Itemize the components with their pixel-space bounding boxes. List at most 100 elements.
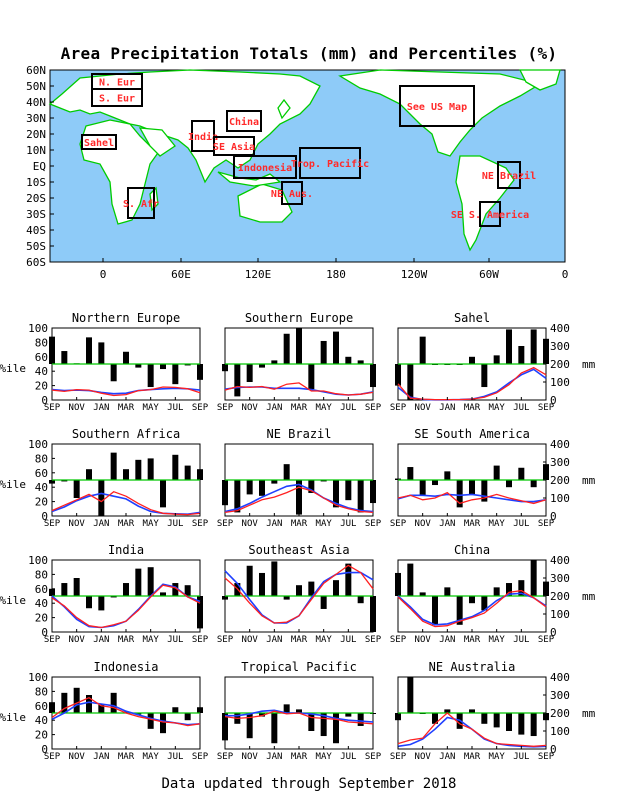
month-label: NOV bbox=[242, 519, 259, 529]
lat-label: EQ bbox=[33, 160, 46, 173]
region-box bbox=[81, 134, 117, 150]
percentile-bar bbox=[530, 329, 537, 364]
region-label: Indonesia bbox=[238, 162, 292, 174]
percentile-bar bbox=[73, 687, 80, 713]
percentile-bar bbox=[407, 563, 414, 596]
percentile-bar bbox=[49, 702, 55, 713]
percentile-bar bbox=[407, 364, 414, 400]
percentile-bar bbox=[469, 356, 475, 364]
month-label: JAN bbox=[266, 519, 282, 529]
pct-tick-label: 40 bbox=[35, 365, 48, 378]
pct-tick-label: 100 bbox=[28, 671, 48, 684]
panel-title: India bbox=[108, 543, 144, 557]
mm-tick-label: 200 bbox=[550, 474, 570, 487]
pct-tick-label: 0 bbox=[41, 394, 48, 407]
percentile-bar bbox=[530, 560, 537, 596]
observed-line bbox=[224, 382, 374, 396]
region-box bbox=[233, 155, 297, 179]
lat-label: 40S bbox=[26, 224, 46, 237]
month-label: MAR bbox=[464, 635, 481, 645]
percentile-bar bbox=[506, 713, 512, 731]
percentile-bar bbox=[49, 336, 55, 364]
percentile-bar bbox=[518, 580, 525, 596]
mm-tick-label: 100 bbox=[550, 608, 570, 621]
panel-title: China bbox=[454, 543, 490, 557]
percentile-bar bbox=[61, 480, 68, 482]
month-label: MAR bbox=[291, 403, 308, 413]
percentile-bar bbox=[469, 709, 475, 713]
month-label: JUL bbox=[167, 403, 183, 413]
month-label: MAR bbox=[464, 519, 481, 529]
month-label: MAY bbox=[143, 403, 160, 413]
lat-label: 20N bbox=[26, 128, 46, 141]
month-label: JUL bbox=[513, 519, 529, 529]
percentile-bar bbox=[543, 713, 549, 721]
percentile-bar bbox=[123, 469, 129, 480]
land-arabia bbox=[138, 127, 176, 157]
lat-label: 30S bbox=[26, 208, 46, 221]
region-label: NE Aus. bbox=[271, 189, 313, 200]
percentile-bar bbox=[246, 480, 253, 495]
lon-label: 120E bbox=[245, 268, 272, 281]
percentile-bar bbox=[345, 480, 352, 501]
region-label: SE Asia bbox=[213, 141, 255, 153]
month-label: MAY bbox=[316, 403, 333, 413]
percentile-bar bbox=[481, 596, 488, 611]
percentile-bar bbox=[333, 480, 339, 508]
pct-tick-label: 20 bbox=[35, 496, 48, 509]
percentile-bar bbox=[110, 692, 117, 713]
panel-title: Southern Europe bbox=[245, 311, 353, 325]
percentile-bar bbox=[333, 713, 339, 744]
percentile-bar bbox=[395, 478, 401, 480]
percentile-bar bbox=[345, 713, 352, 717]
mm-tick-label: 300 bbox=[550, 456, 570, 469]
lat-label: 20S bbox=[26, 192, 46, 205]
month-label: JAN bbox=[93, 519, 109, 529]
pct-tick-label: 100 bbox=[28, 554, 48, 567]
observed-line bbox=[51, 696, 201, 727]
page-title: Area Precipitation Totals (mm) and Perce… bbox=[60, 44, 558, 63]
percentile-bar bbox=[419, 336, 426, 364]
mm-tick-label: 400 bbox=[550, 671, 570, 684]
percentile-bar bbox=[172, 583, 179, 596]
pct-tick-label: 80 bbox=[35, 336, 48, 349]
percentile-bar bbox=[333, 331, 339, 364]
percentile-bar bbox=[283, 596, 290, 600]
mm-tick-label: 300 bbox=[550, 340, 570, 353]
month-label: JAN bbox=[93, 635, 109, 645]
land-japan bbox=[277, 98, 291, 120]
month-label: JUL bbox=[513, 752, 529, 762]
panel-title: Southern Africa bbox=[72, 427, 180, 441]
percentile-bar bbox=[110, 452, 117, 480]
percentile-bar bbox=[135, 459, 142, 480]
percentile-bar bbox=[518, 346, 525, 364]
mm-tick-label: 300 bbox=[550, 689, 570, 702]
pct-tick-label: 20 bbox=[35, 380, 48, 393]
percentile-bar bbox=[518, 713, 525, 735]
percentile-bar bbox=[160, 713, 166, 734]
region-box bbox=[497, 161, 521, 189]
mm-tick-label: 200 bbox=[550, 358, 570, 371]
observed-line bbox=[397, 589, 547, 628]
month-label: JUL bbox=[167, 635, 183, 645]
percentile-bar bbox=[543, 581, 549, 596]
month-label: JAN bbox=[93, 403, 109, 413]
month-label: SEP bbox=[217, 752, 234, 762]
mm-tick-label: 200 bbox=[550, 707, 570, 720]
percentile-bar bbox=[98, 596, 105, 611]
month-label: JAN bbox=[439, 519, 455, 529]
pct-tick-label: 0 bbox=[41, 743, 48, 756]
month-label: NOV bbox=[242, 403, 259, 413]
percentile-bar bbox=[160, 592, 166, 596]
percentile-bar bbox=[345, 356, 352, 364]
lon-label: 120W bbox=[401, 268, 428, 281]
month-label: JAN bbox=[266, 403, 282, 413]
percentile-bar bbox=[160, 480, 166, 508]
percentile-bar bbox=[271, 713, 278, 744]
month-label: SEP bbox=[365, 635, 382, 645]
percentile-bar bbox=[493, 587, 500, 596]
mm-tick-label: 400 bbox=[550, 438, 570, 451]
